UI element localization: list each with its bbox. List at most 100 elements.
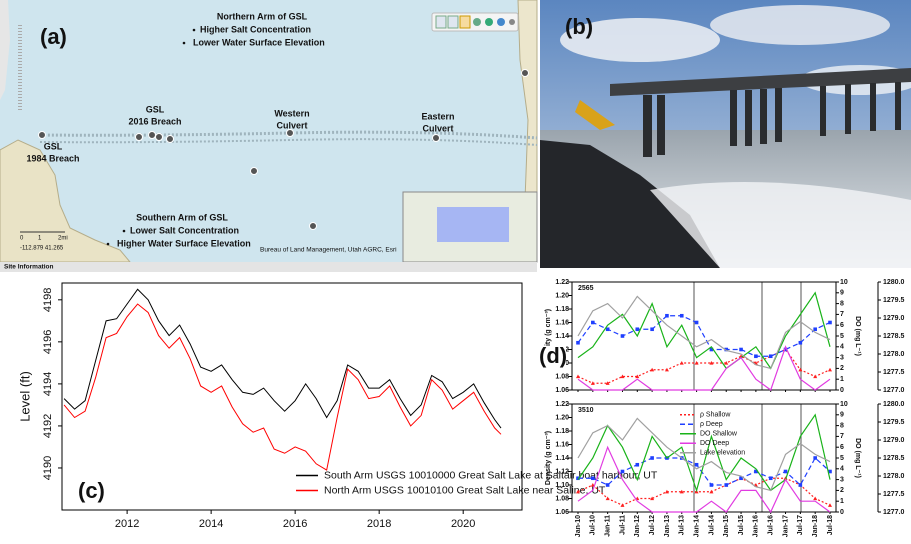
marker (769, 476, 773, 480)
x-tick-label: 2016 (283, 518, 307, 530)
y2-tick-label: 10 (840, 279, 848, 286)
marker (695, 321, 699, 325)
scale-label: 2mi (58, 236, 68, 242)
y2-tick-label: 4 (840, 466, 844, 473)
legend-label: ρ Shallow (700, 412, 731, 419)
pier (775, 88, 782, 142)
density-charts: 1.061.081.101.121.141.161.181.201.22Dens… (545, 279, 905, 537)
x-tick-label: Jul-18 (827, 515, 834, 535)
series-line (578, 316, 830, 357)
x-tick-label: Jul-16 (768, 515, 775, 535)
y-tick-label: 1.18 (555, 306, 569, 313)
x-tick-label: Jan-17 (782, 515, 789, 537)
x-tick-label: 2014 (199, 518, 223, 530)
cloud (710, 5, 890, 45)
bullet (123, 230, 126, 233)
marker (591, 321, 595, 325)
panel-label: (b) (565, 14, 593, 39)
site-marker (167, 136, 174, 143)
y-tick-label: 4196 (42, 330, 54, 354)
y-tick-label: 1.12 (555, 468, 569, 475)
x-tick-label: 2012 (115, 518, 139, 530)
map-toolbar (432, 13, 518, 31)
marker (621, 470, 625, 474)
y2-tick-label: 2 (840, 365, 844, 372)
site-marker (433, 135, 440, 142)
marker (665, 314, 669, 318)
x-tick-label: Jan-12 (634, 515, 641, 537)
marker (695, 463, 699, 467)
tool-button[interactable] (485, 18, 493, 26)
figure: Northern Arm of GSL Higher Salt Concentr… (0, 0, 911, 544)
x-tick-label: Jan-11 (604, 515, 611, 537)
marker (621, 334, 625, 338)
tool-button[interactable] (497, 18, 505, 26)
pier (730, 90, 737, 146)
tool-button[interactable] (460, 16, 470, 28)
pier (895, 82, 901, 130)
y2-tick-label: 1 (840, 498, 844, 505)
y2-tick-label: 8 (840, 300, 844, 307)
tool-button[interactable] (448, 16, 458, 28)
site-marker (136, 134, 143, 141)
pier (760, 89, 767, 144)
marker (813, 456, 817, 460)
x-tick-label: Jan-13 (664, 515, 671, 537)
x-tick-label: Jan-18 (812, 515, 819, 537)
pier (845, 84, 851, 134)
series-line (64, 289, 501, 428)
x-tick-label: 2018 (367, 518, 391, 530)
pier (870, 83, 876, 131)
x-tick-label: Jan-15 (723, 515, 730, 537)
pier (643, 95, 652, 157)
map-label: Northern Arm of GSL (217, 11, 308, 21)
y3-tick-label: 1278.0 (883, 351, 905, 358)
y3-tick-label: 1279.0 (883, 437, 905, 444)
y-tick-label: 1.14 (555, 333, 569, 340)
marker (813, 327, 817, 331)
marker (769, 354, 773, 358)
x-tick-label: Jan-14 (693, 515, 700, 537)
site-info-bar (0, 262, 537, 272)
y3-tick-label: 1279.0 (883, 315, 905, 322)
marker (606, 497, 610, 501)
y-tick-label: 1.08 (555, 495, 569, 502)
tool-button[interactable] (436, 16, 446, 28)
tool-button[interactable] (509, 19, 515, 25)
marker (680, 314, 684, 318)
series-line (578, 293, 830, 369)
y3-tick-label: 1278.5 (883, 333, 905, 340)
map-label: Lower Water Surface Elevation (193, 37, 325, 47)
x-tick-label: Jul-13 (679, 515, 686, 535)
tool-button[interactable] (473, 18, 481, 26)
map-label: Culvert (422, 123, 453, 133)
y2-tick-label: 10 (840, 401, 848, 408)
panel-label: (d) (539, 343, 567, 368)
marker (828, 503, 832, 507)
y3-tick-label: 1280.0 (883, 279, 905, 286)
map-label: GSL (44, 141, 63, 151)
map-label: Lower Salt Concentration (130, 225, 239, 235)
y-tick-label: 1.10 (555, 482, 569, 489)
y-tick-label: 1.14 (555, 455, 569, 462)
site-marker (522, 70, 529, 77)
map-label: Higher Water Surface Elevation (117, 238, 251, 248)
inset-extent (437, 207, 509, 242)
y-tick-label: 4194 (42, 372, 54, 396)
y3-tick-label: 1277.5 (883, 491, 905, 498)
x-tick-label: Jul-14 (708, 515, 715, 535)
y-tick-label: 1.20 (555, 414, 569, 421)
panel-label: (a) (40, 24, 67, 49)
site-marker (156, 134, 163, 141)
marker (799, 341, 803, 345)
marker (650, 327, 654, 331)
x-tick-label: Jul-17 (797, 515, 804, 535)
legend-label: Lake elevation (700, 450, 745, 457)
y2-tick-label: 2 (840, 487, 844, 494)
pier (657, 95, 665, 155)
series-line (64, 304, 501, 470)
y3-tick-label: 1277.0 (883, 387, 905, 394)
marker (635, 327, 639, 331)
map-label: Eastern (421, 111, 454, 121)
series-line (578, 350, 830, 384)
